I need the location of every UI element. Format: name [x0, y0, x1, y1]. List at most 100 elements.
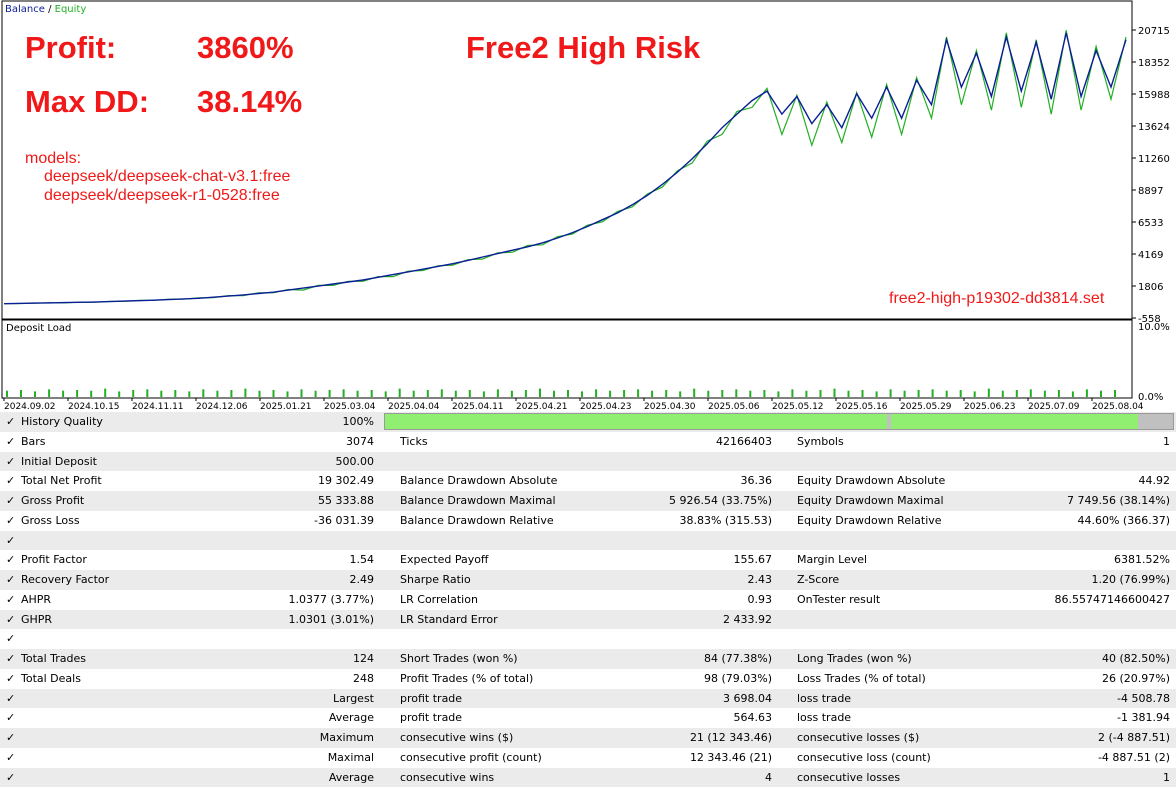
report-table: ✓ History Quality 100% ✓ Bars 3074 Ticks 421664…	[0, 412, 1176, 788]
report-label: LR Correlation	[400, 592, 478, 606]
report-value: 124	[353, 652, 374, 665]
report-row: ✓ Gross Loss -36 031.39 Balance Drawdown Re…	[0, 511, 1176, 531]
check-icon[interactable]: ✓	[6, 750, 16, 764]
load-bar	[819, 390, 822, 397]
report-label: Gross Loss	[21, 513, 80, 527]
chart-legend: Balance / Equity	[5, 4, 86, 15]
legend-balance: Balance	[5, 4, 45, 15]
check-icon[interactable]: ✓	[6, 770, 16, 784]
check-icon[interactable]: ✓	[6, 652, 16, 665]
report-label: Equity Drawdown Absolute	[797, 474, 946, 488]
y-tick-label: 15988	[1138, 90, 1170, 101]
check-icon[interactable]: ✓	[6, 691, 16, 705]
report-row: ✓ Bars 3074 Ticks 42166403 Symbols 1	[0, 432, 1176, 452]
models-label: models:	[25, 150, 82, 167]
x-tick-label: 2025.05.29	[900, 402, 952, 412]
report-row: ✓	[0, 530, 1176, 551]
load-bar	[763, 390, 766, 397]
report-label: Profit Factor	[21, 553, 87, 567]
load-bar	[847, 390, 850, 397]
load-bar	[188, 391, 191, 397]
check-icon[interactable]: ✓	[6, 671, 16, 685]
check-icon[interactable]: ✓	[6, 573, 16, 586]
report-value: 42166403	[716, 434, 772, 448]
load-bar	[777, 391, 780, 397]
x-tick-label: 2024.09.02	[4, 402, 56, 412]
report-label: Loss Trades (% of total)	[797, 671, 926, 685]
x-tick-label: 2025.04.11	[452, 402, 504, 412]
x-tick-label: 2025.06.23	[964, 402, 1016, 412]
load-bar	[595, 389, 598, 397]
report-value: 21 (12 343.46)	[689, 731, 772, 744]
x-tick-label: 2025.03.04	[324, 402, 376, 412]
report-value: 2.49	[349, 573, 375, 586]
deposit-load-frame	[1, 319, 1133, 399]
model-1: deepseek/deepseek-chat-v3.1:free	[44, 168, 291, 185]
y-tick-label: 4169	[1138, 250, 1163, 261]
report-label: consecutive losses	[797, 770, 901, 784]
load-bar	[6, 390, 8, 397]
report-value: 1.0377 (3.77%)	[288, 592, 374, 606]
check-icon[interactable]: ✓	[6, 592, 16, 606]
report-row: ✓	[0, 629, 1176, 649]
load-bar	[1114, 390, 1116, 397]
load-bar	[160, 390, 163, 397]
load-bar	[721, 390, 724, 397]
report-value: -1 381.94	[1117, 711, 1170, 725]
report-label: Recovery Factor	[21, 573, 110, 586]
y-tick-label: 18352	[1138, 58, 1170, 69]
load-bar	[1015, 390, 1018, 397]
x-tick-label: 2025.08.04	[1092, 402, 1144, 412]
report-label: Z-Score	[797, 573, 840, 586]
check-icon[interactable]: ✓	[6, 454, 16, 468]
report-row: ✓ Largest profit trade 3 698.04 loss trade -4…	[0, 688, 1176, 709]
deposit-load-title: Deposit Load	[6, 323, 71, 334]
load-bar	[398, 388, 401, 397]
load-bar	[34, 391, 36, 397]
report-value: 4	[765, 770, 772, 784]
load-bar	[805, 390, 808, 397]
load-bar	[1100, 390, 1102, 397]
load-bar	[454, 390, 457, 397]
report-label: loss trade	[797, 691, 852, 705]
load-bar	[426, 390, 429, 397]
check-icon[interactable]: ✓	[6, 711, 16, 725]
report-label: Equity Drawdown Relative	[797, 513, 942, 527]
load-bar	[244, 388, 247, 397]
check-icon[interactable]: ✓	[6, 415, 16, 428]
load-bar	[1043, 390, 1046, 397]
load-tick-label: 10.0%	[1138, 322, 1170, 333]
report-value: 1.20 (76.99%)	[1091, 573, 1170, 586]
strategy-title: Free2 High Risk	[466, 30, 701, 65]
chart-svg: 20715 18352 15988 13624 11260 8897 6533 4169 180…	[1, 0, 1170, 412]
report-label: Maximal	[327, 750, 374, 764]
report-label: consecutive wins ($)	[400, 731, 514, 744]
load-bar	[1071, 391, 1074, 397]
load-bar	[76, 390, 79, 397]
report-value: 36.36	[740, 474, 773, 488]
report-label: Total Net Profit	[21, 474, 102, 488]
check-icon[interactable]: ✓	[6, 731, 16, 744]
load-bar	[62, 390, 65, 397]
check-icon[interactable]: ✓	[6, 612, 16, 626]
check-icon[interactable]: ✓	[6, 553, 16, 567]
load-bar	[861, 390, 864, 397]
report-label: Symbols	[797, 434, 844, 448]
load-bar	[623, 390, 626, 397]
report-row: ✓ Maximum consecutive wins ($) 21 (12 343.4…	[0, 728, 1176, 748]
load-bar	[903, 390, 906, 397]
report-value: 1.0301 (3.01%)	[288, 612, 374, 626]
check-icon[interactable]: ✓	[6, 632, 16, 646]
check-icon[interactable]: ✓	[6, 494, 16, 507]
load-bar	[679, 391, 682, 397]
report-row: ✓ Total Net Profit 19 302.49 Balance Drawdo…	[0, 471, 1176, 491]
check-icon[interactable]: ✓	[6, 513, 16, 527]
check-icon[interactable]: ✓	[6, 474, 16, 488]
check-icon[interactable]: ✓	[6, 434, 16, 448]
check-icon[interactable]: ✓	[6, 533, 16, 547]
load-bar	[440, 389, 443, 397]
report-label: AHPR	[21, 592, 52, 606]
load-bar	[945, 390, 948, 397]
load-bar	[651, 390, 654, 397]
profit-value: 3860%	[197, 30, 294, 65]
